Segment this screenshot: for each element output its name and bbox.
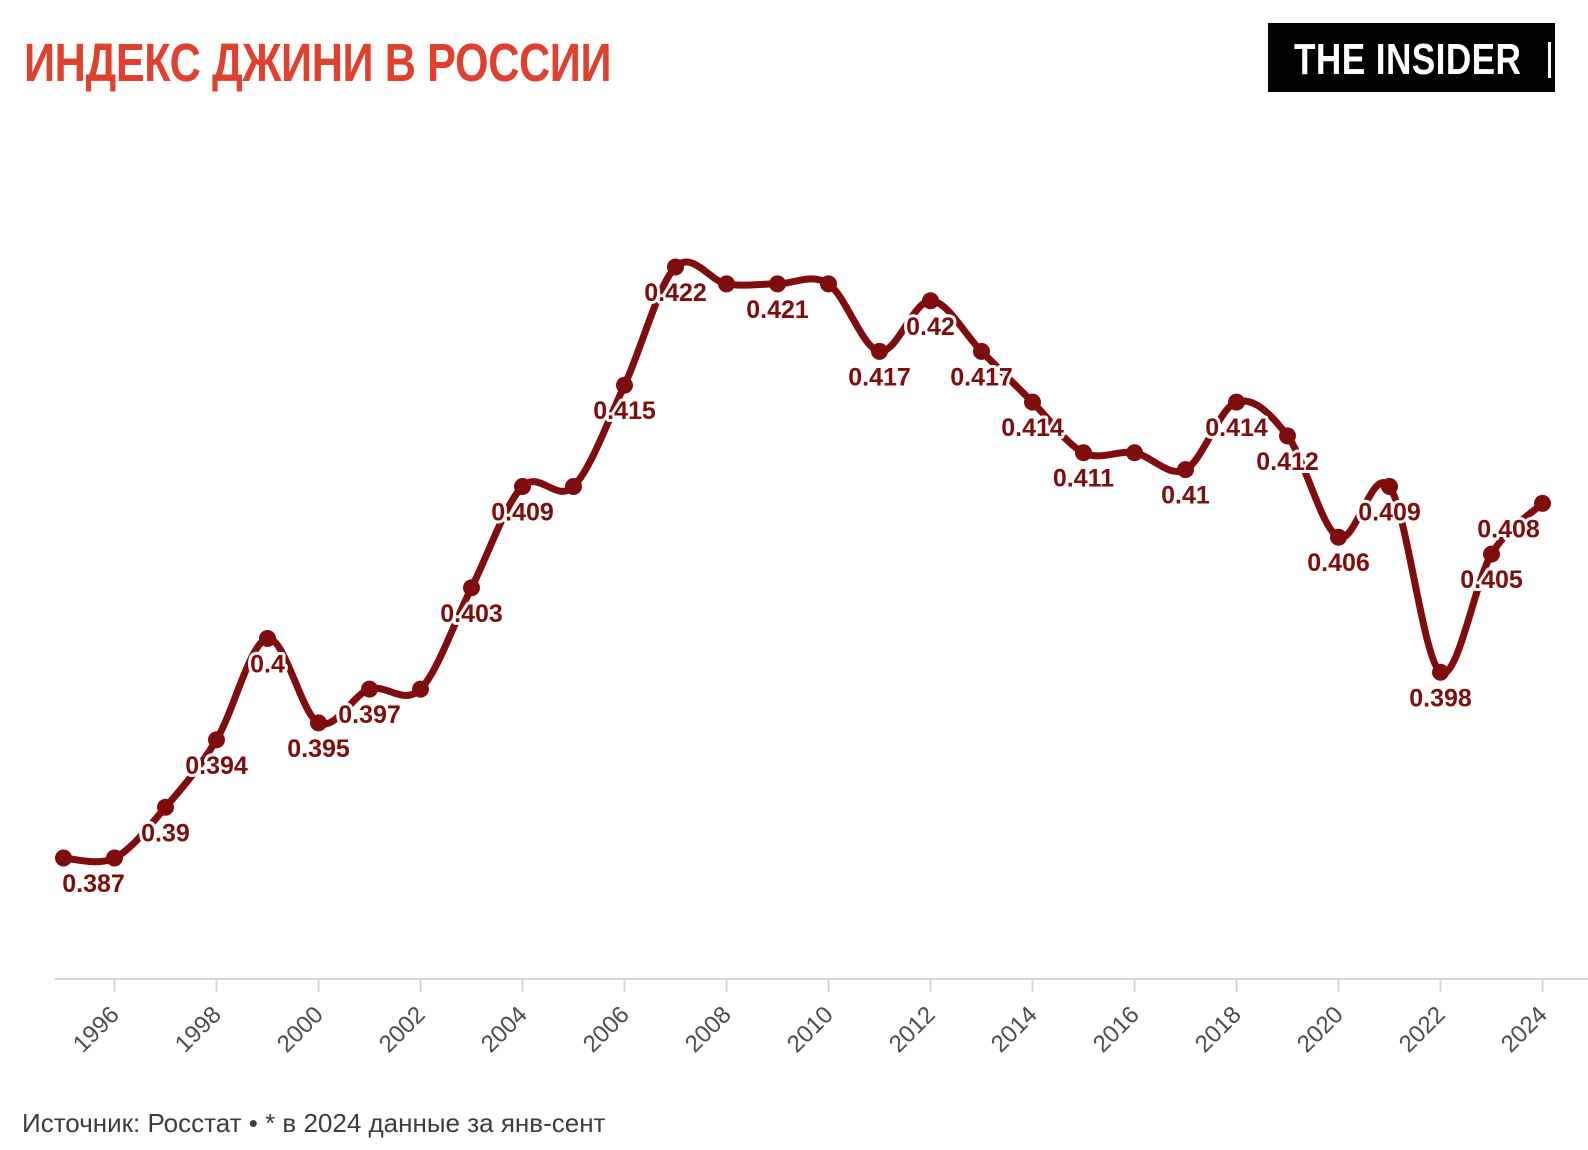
data-point-label: 0.405: [1460, 566, 1523, 594]
the-insider-logo: THE INSIDER: [1268, 23, 1555, 92]
data-point-dot: [973, 342, 990, 360]
data-point-dot: [1279, 427, 1296, 445]
logo-cursor-bar: [1548, 42, 1551, 78]
data-point-dot: [361, 680, 378, 698]
data-point-dot: [106, 849, 123, 867]
data-point-label: 0.417: [950, 363, 1013, 391]
data-point-label: 0.41: [1161, 482, 1210, 510]
data-point-label: 0.422: [644, 279, 707, 307]
data-point-dot: [820, 275, 837, 293]
x-axis-year-label: 2012: [884, 1001, 941, 1058]
x-axis-year-label: 2014: [986, 1001, 1043, 1058]
x-axis-year-label: 2018: [1190, 1001, 1247, 1058]
data-point-label: 0.394: [185, 752, 248, 780]
data-point-dot: [55, 849, 72, 867]
data-point-dot: [1534, 494, 1551, 512]
data-point-label: 0.414: [1001, 414, 1064, 442]
data-point-dot: [1177, 461, 1194, 479]
data-point-label: 0.39: [141, 819, 190, 847]
logo-text: THE INSIDER: [1294, 35, 1522, 84]
data-point-dot: [1228, 393, 1245, 411]
data-point-label: 0.397: [338, 701, 401, 729]
data-point-label: 0.415: [593, 397, 656, 425]
data-point-dot: [922, 292, 939, 310]
logo-background: [1268, 23, 1555, 92]
x-axis-year-label: 2010: [782, 1001, 839, 1058]
source-line: Источник: Росстат • * в 2024 данные за я…: [22, 1108, 606, 1138]
x-axis-year-label: 2002: [374, 1001, 431, 1058]
data-point-label: 0.387: [62, 870, 125, 898]
x-axis-year-label: 2016: [1088, 1001, 1145, 1058]
data-point-dot: [310, 714, 327, 732]
data-point-dot: [514, 478, 531, 495]
data-point-dot: [412, 680, 429, 698]
page-title: ИНДЕКС ДЖИНИ В РОССИИ: [24, 33, 612, 93]
data-point-dot: [259, 630, 276, 647]
data-point-label: 0.406: [1307, 549, 1370, 577]
x-axis-year-label: 2006: [578, 1001, 635, 1058]
data-point-dot: [1126, 444, 1143, 462]
x-axis-year-label: 2024: [1496, 1001, 1553, 1058]
x-axis-year-label: 2020: [1292, 1001, 1349, 1058]
data-point-dot: [616, 376, 633, 394]
data-point-dot: [1024, 393, 1041, 411]
data-point-dot: [1075, 444, 1092, 462]
data-point-dot: [1381, 478, 1398, 495]
data-point-dot: [157, 798, 174, 816]
data-point-dot: [463, 579, 480, 597]
data-point-label: 0.414: [1205, 414, 1268, 442]
data-point-label: 0.408: [1477, 515, 1540, 543]
x-axis-year-label: 2022: [1394, 1001, 1451, 1058]
data-point-label: 0.411: [1053, 465, 1114, 493]
data-point-label: 0.409: [491, 499, 554, 527]
data-point-label: 0.412: [1256, 448, 1319, 476]
x-axis-year-label: 1998: [170, 1001, 227, 1058]
data-point-label: 0.421: [746, 296, 809, 324]
data-point-dot: [871, 342, 888, 360]
data-point-label: 0.409: [1358, 499, 1421, 527]
data-point-label: 0.42: [906, 313, 955, 341]
data-point-dot: [1330, 528, 1347, 546]
x-axis-year-label: 2008: [680, 1001, 737, 1058]
data-point-label: 0.4: [250, 651, 285, 679]
data-point-dot: [1432, 663, 1449, 681]
data-point-dot: [208, 731, 225, 749]
data-point-dot: [1483, 545, 1500, 563]
data-point-dot: [718, 275, 735, 293]
data-point-label: 0.395: [287, 735, 350, 763]
data-point-label: 0.403: [440, 600, 503, 628]
x-axis-year-label: 1996: [68, 1001, 125, 1058]
data-point-label: 0.398: [1409, 684, 1472, 712]
data-point-dot: [667, 258, 684, 276]
x-axis-year-label: 2004: [476, 1001, 533, 1058]
data-point-dot: [565, 478, 582, 495]
data-point-dot: [769, 275, 786, 293]
data-point-label: 0.417: [848, 363, 911, 391]
x-axis-year-label: 2000: [272, 1001, 329, 1058]
